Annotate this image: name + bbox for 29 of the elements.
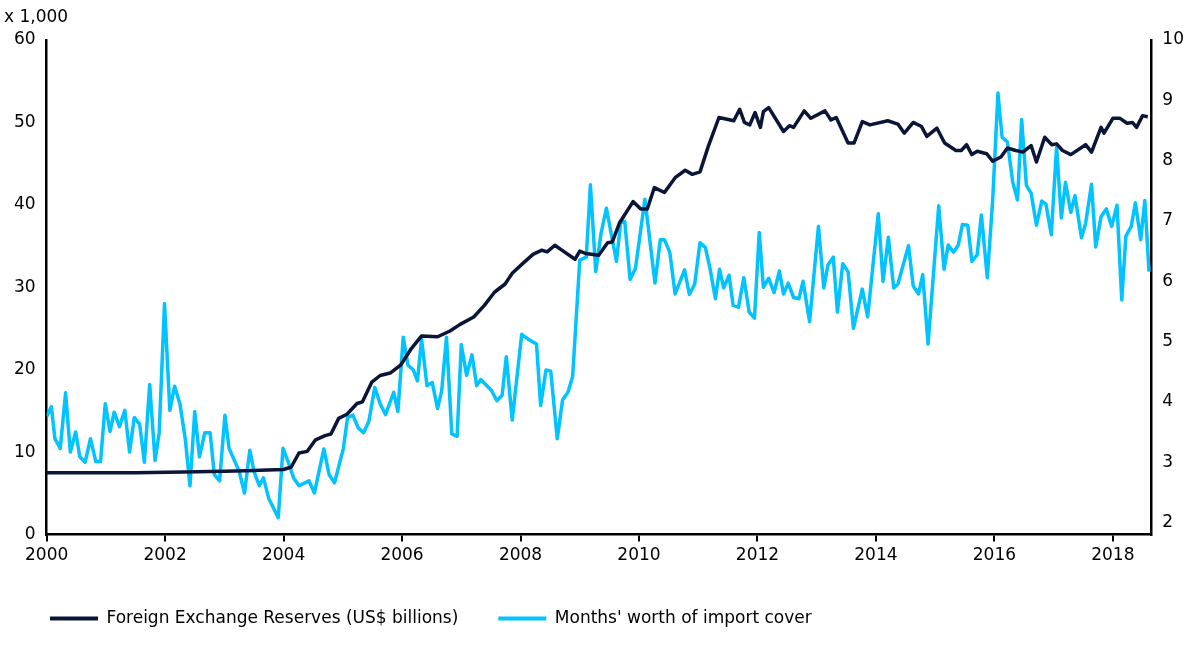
y2-tick-label: 9 xyxy=(1162,88,1174,109)
x-tick-label: 2004 xyxy=(261,544,306,565)
x-tick-label: 2014 xyxy=(854,544,898,565)
y2-tick-label: 8 xyxy=(1162,149,1174,170)
x-tick-label: 2000 xyxy=(25,544,69,565)
y2-tick-label: 3 xyxy=(1162,450,1174,471)
x-tick-label: 2002 xyxy=(143,544,187,565)
y-axis-title: x 1,000 xyxy=(4,5,69,26)
x-tick-label: 2008 xyxy=(498,544,543,565)
y-tick-label: 0 xyxy=(24,523,36,544)
y-tick-label: 30 xyxy=(13,275,36,296)
legend-label: Foreign Exchange Reserves (US$ billions) xyxy=(106,606,459,627)
legend-label: Months' worth of import cover xyxy=(554,606,812,627)
y2-tick-label: 6 xyxy=(1162,269,1174,290)
y-tick-label: 40 xyxy=(13,193,36,214)
y2-tick-label: 5 xyxy=(1162,330,1174,351)
x-tick-label: 2016 xyxy=(972,544,1017,565)
x-tick-label: 2018 xyxy=(1091,544,1135,565)
y2-tick-label: 4 xyxy=(1162,390,1174,411)
x-tick-label: 2010 xyxy=(617,544,661,565)
y-tick-label: 20 xyxy=(13,358,36,379)
y2-tick-label: 7 xyxy=(1162,209,1174,230)
x-tick-label: 2006 xyxy=(380,544,424,565)
y-tick-label: 10 xyxy=(13,440,36,461)
y2-tick-label: 2 xyxy=(1162,510,1174,531)
y-tick-label: 60 xyxy=(13,28,36,49)
y2-tick-label: 10 xyxy=(1162,28,1185,49)
x-tick-label: 2012 xyxy=(735,544,780,565)
y-tick-label: 50 xyxy=(13,110,36,131)
